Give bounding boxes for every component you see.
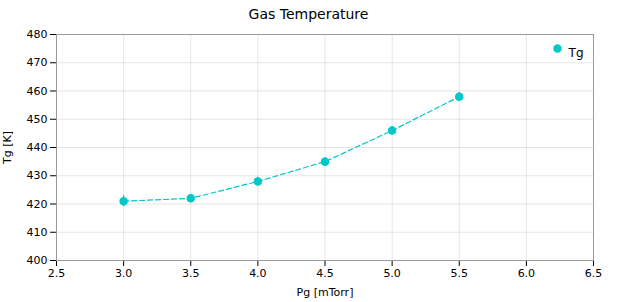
svg-text:Tg [K]: Tg [K]: [1, 131, 14, 165]
svg-text:3.0: 3.0: [115, 267, 133, 280]
svg-text:450: 450: [27, 113, 48, 126]
svg-text:5.5: 5.5: [451, 267, 469, 280]
svg-text:Tg: Tg: [568, 46, 584, 60]
svg-text:2.5: 2.5: [48, 267, 66, 280]
svg-text:410: 410: [27, 226, 48, 239]
svg-text:4.5: 4.5: [316, 267, 334, 280]
svg-text:5.0: 5.0: [383, 267, 401, 280]
svg-text:480: 480: [27, 28, 48, 41]
html-text:Gas Temperature: Gas Temperature: [248, 6, 369, 22]
svg-text:470: 470: [27, 56, 48, 69]
svg-text:460: 460: [27, 85, 48, 98]
svg-text:3.5: 3.5: [182, 267, 200, 280]
svg-text:6.5: 6.5: [585, 267, 603, 280]
svg-text:6.0: 6.0: [518, 267, 536, 280]
svg-text:Pg [mTorr]: Pg [mTorr]: [297, 286, 354, 299]
svg-text:400: 400: [27, 254, 48, 267]
svg-text:440: 440: [27, 141, 48, 154]
svg-text:420: 420: [27, 198, 48, 211]
svg-text:4.0: 4.0: [249, 267, 267, 280]
svg-text:430: 430: [27, 169, 48, 182]
